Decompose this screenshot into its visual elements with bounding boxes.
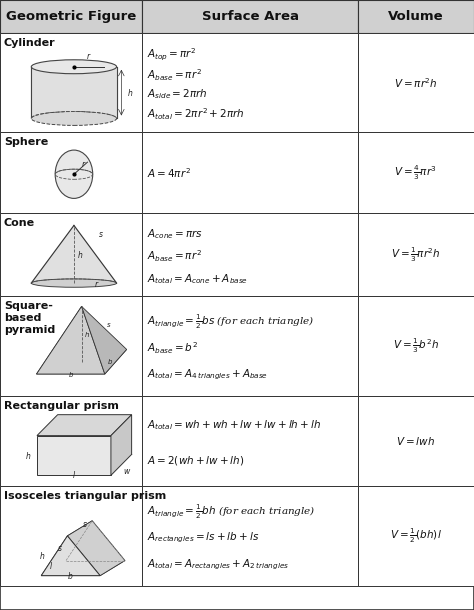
- Text: $r$: $r$: [86, 51, 91, 61]
- Text: $h$: $h$: [25, 450, 31, 461]
- Text: $V = \frac{1}{2}(bh)l$: $V = \frac{1}{2}(bh)l$: [390, 526, 442, 545]
- Text: $A_{total} = 2\pi r^2 + 2\pi rh$: $A_{total} = 2\pi r^2 + 2\pi rh$: [147, 107, 245, 122]
- FancyBboxPatch shape: [142, 296, 358, 396]
- Text: $A_{total} = wh + wh + lw + lw + lh + lh$: $A_{total} = wh + wh + lw + lw + lh + lh…: [147, 418, 321, 432]
- FancyBboxPatch shape: [0, 213, 142, 296]
- Text: $A_{total} = A_{rectangles} + A_{2\,triangles}$: $A_{total} = A_{rectangles} + A_{2\,tria…: [147, 557, 289, 572]
- Polygon shape: [67, 521, 125, 576]
- Text: $A_{base} = \pi r^2$: $A_{base} = \pi r^2$: [147, 67, 202, 82]
- FancyBboxPatch shape: [142, 0, 358, 33]
- Text: $A = 4\pi r^2$: $A = 4\pi r^2$: [147, 166, 191, 179]
- Text: Sphere: Sphere: [4, 137, 48, 147]
- Text: $l$: $l$: [72, 470, 76, 481]
- Text: $h$: $h$: [39, 550, 46, 561]
- FancyBboxPatch shape: [358, 486, 474, 586]
- Text: $V = \frac{1}{3}b^2 h$: $V = \frac{1}{3}b^2 h$: [393, 337, 439, 356]
- FancyBboxPatch shape: [142, 132, 358, 213]
- Polygon shape: [41, 561, 125, 576]
- FancyBboxPatch shape: [358, 132, 474, 213]
- Polygon shape: [36, 306, 82, 374]
- Text: Volume: Volume: [388, 10, 444, 23]
- Polygon shape: [37, 415, 132, 436]
- Text: Square-
based
pyramid: Square- based pyramid: [4, 301, 55, 334]
- FancyBboxPatch shape: [0, 33, 142, 132]
- Text: $b$: $b$: [67, 570, 74, 581]
- Circle shape: [55, 150, 93, 198]
- Polygon shape: [41, 521, 92, 576]
- Text: $A_{triangle} = \frac{1}{2}bh$ (for each triangle): $A_{triangle} = \frac{1}{2}bh$ (for each…: [147, 502, 316, 520]
- Polygon shape: [41, 536, 100, 576]
- Polygon shape: [36, 350, 127, 374]
- Text: $A_{cone} = \pi rs$: $A_{cone} = \pi rs$: [147, 227, 203, 241]
- Text: $V = \frac{4}{3}\pi r^3$: $V = \frac{4}{3}\pi r^3$: [394, 163, 438, 182]
- Text: Geometric Figure: Geometric Figure: [6, 10, 136, 23]
- Text: $A_{side} = 2\pi rh$: $A_{side} = 2\pi rh$: [147, 88, 208, 101]
- Text: $s$: $s$: [82, 520, 88, 529]
- Text: $V = \frac{1}{3}\pi r^2 h$: $V = \frac{1}{3}\pi r^2 h$: [391, 245, 441, 264]
- Text: $b$: $b$: [107, 357, 113, 366]
- Text: $h$: $h$: [77, 249, 84, 260]
- FancyBboxPatch shape: [142, 213, 358, 296]
- Text: $A = 2(wh + lw + lh)$: $A = 2(wh + lw + lh)$: [147, 454, 245, 467]
- Text: $l$: $l$: [49, 560, 54, 571]
- Ellipse shape: [31, 112, 117, 126]
- FancyBboxPatch shape: [358, 396, 474, 486]
- FancyBboxPatch shape: [0, 296, 142, 396]
- Text: $h$: $h$: [127, 87, 133, 98]
- Text: $s$: $s$: [107, 321, 112, 329]
- Text: $s$: $s$: [57, 544, 63, 553]
- Text: Cone: Cone: [4, 218, 35, 228]
- Polygon shape: [36, 306, 105, 374]
- FancyBboxPatch shape: [0, 132, 142, 213]
- Text: $A_{top} = \pi r^2$: $A_{top} = \pi r^2$: [147, 47, 197, 63]
- FancyBboxPatch shape: [142, 33, 358, 132]
- Text: $A_{base} = \pi r^2$: $A_{base} = \pi r^2$: [147, 248, 202, 264]
- Polygon shape: [31, 226, 117, 283]
- Text: Surface Area: Surface Area: [201, 10, 299, 23]
- Text: $b$: $b$: [68, 370, 74, 378]
- FancyBboxPatch shape: [358, 296, 474, 396]
- FancyBboxPatch shape: [358, 213, 474, 296]
- Ellipse shape: [31, 60, 117, 74]
- Text: $h$: $h$: [84, 329, 90, 339]
- Text: $A_{triangle} = \frac{1}{2}bs$ (for each triangle): $A_{triangle} = \frac{1}{2}bs$ (for each…: [147, 312, 314, 331]
- Text: Cylinder: Cylinder: [4, 38, 55, 48]
- FancyBboxPatch shape: [0, 396, 142, 486]
- Text: $r$: $r$: [94, 279, 100, 289]
- FancyBboxPatch shape: [142, 396, 358, 486]
- Ellipse shape: [31, 279, 117, 287]
- Text: $A_{total} = A_{cone} + A_{base}$: $A_{total} = A_{cone} + A_{base}$: [147, 271, 248, 285]
- FancyBboxPatch shape: [358, 33, 474, 132]
- Text: $V = \pi r^2 h$: $V = \pi r^2 h$: [394, 76, 438, 90]
- Polygon shape: [82, 306, 127, 374]
- Text: Rectangular prism: Rectangular prism: [4, 401, 118, 411]
- Text: $s$: $s$: [98, 230, 104, 239]
- Polygon shape: [37, 436, 111, 475]
- Text: $A_{base} = b^2$: $A_{base} = b^2$: [147, 340, 198, 356]
- FancyBboxPatch shape: [142, 486, 358, 586]
- FancyBboxPatch shape: [0, 486, 142, 586]
- Text: $A_{rectangles} = ls + lb + ls$: $A_{rectangles} = ls + lb + ls$: [147, 531, 259, 545]
- Text: $V = lwh$: $V = lwh$: [396, 435, 436, 447]
- Text: Isosceles triangular prism: Isosceles triangular prism: [4, 491, 166, 501]
- Text: $r$: $r$: [82, 159, 87, 168]
- FancyBboxPatch shape: [358, 0, 474, 33]
- Text: $A_{total} = A_{4\,triangles} + A_{base}$: $A_{total} = A_{4\,triangles} + A_{base}…: [147, 367, 268, 382]
- Text: $w$: $w$: [123, 467, 132, 476]
- FancyBboxPatch shape: [0, 0, 142, 33]
- Polygon shape: [111, 415, 132, 475]
